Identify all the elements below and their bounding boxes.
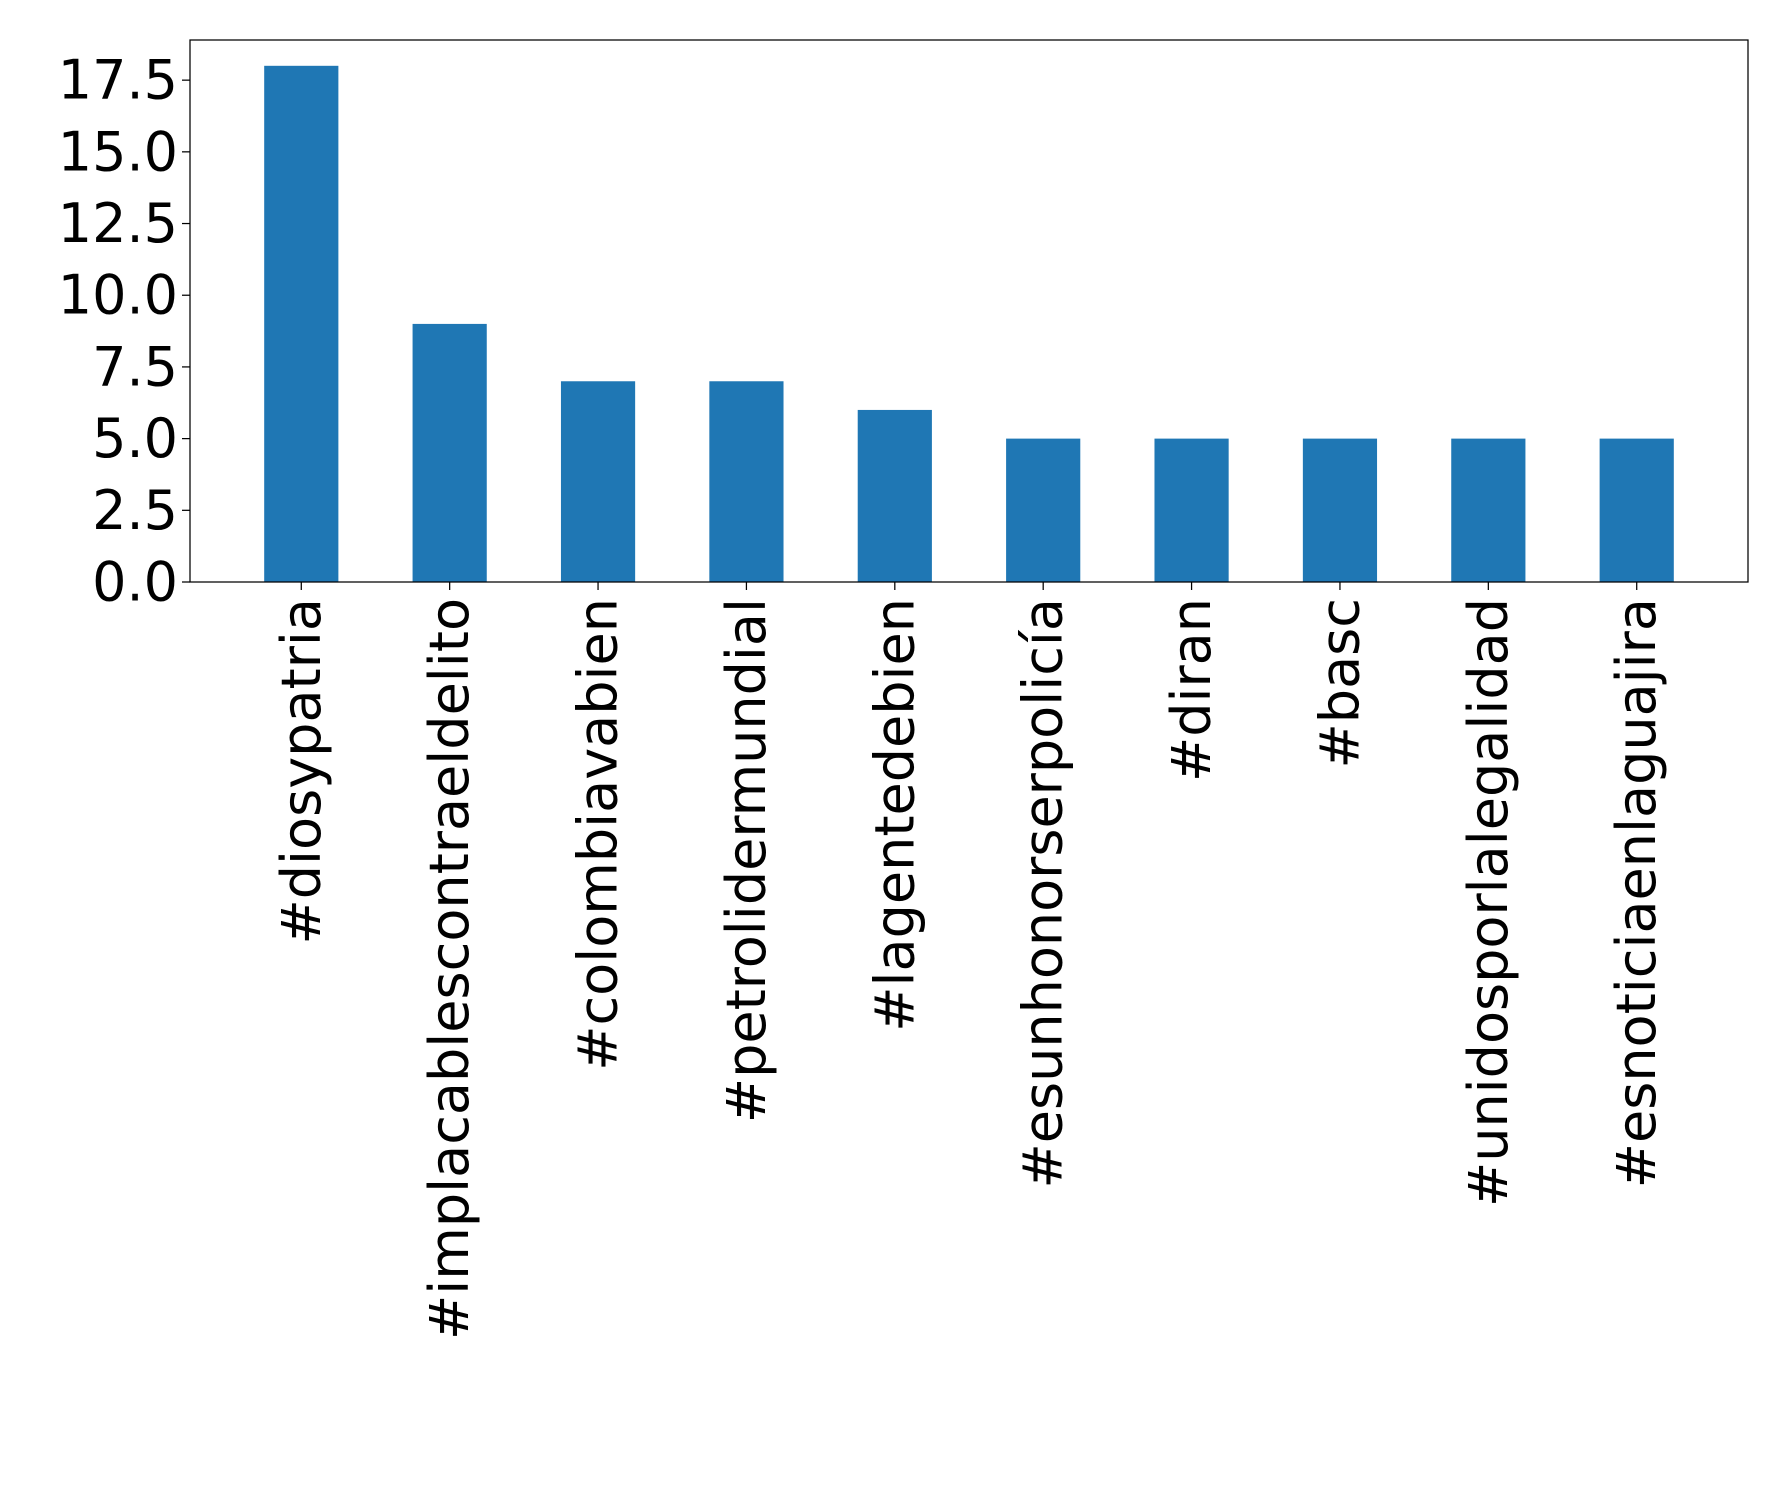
bar-3 [560,381,636,582]
y-tick-label: 10.0 [58,264,178,327]
bar-1 [264,65,339,583]
x-tick-label: #esunhonorserpolicía [1012,598,1075,1188]
bar-4 [709,381,784,582]
bars-group [264,65,1674,583]
y-tick-label: 5.0 [92,407,178,470]
bar-8 [1302,438,1378,582]
bar-5 [857,409,932,582]
y-tick-label: 15.0 [58,120,178,183]
plot-frame [189,39,1749,583]
bar-7 [1154,438,1229,582]
y-tick-label: 7.5 [92,335,178,398]
x-tick-label: #lagentedebien [863,598,926,1032]
y-tick-label: 12.5 [58,192,178,255]
x-tick-label: #basc [1308,598,1371,768]
x-tick-label: #colombiavabien [567,598,630,1071]
x-tick-label: #diosypatria [270,598,333,945]
bar-2 [412,323,487,582]
y-tick-label: 0.0 [92,551,178,614]
x-axis: #diosypatria #implacablescontraeldelito #c… [270,582,1668,1340]
x-tick-label: #implacablescontraeldelito [418,598,481,1340]
x-tick-label: #esnoticiaenlaguajira [1605,598,1668,1188]
x-tick-label: #unidosporlalegalidad [1457,598,1520,1207]
bar-6 [1006,438,1081,582]
x-tick-label: #diran [1160,598,1223,782]
bar-9 [1451,438,1526,582]
y-axis: 0.0 2.5 5.0 7.5 10.0 12.5 15.0 17.5 [58,49,190,614]
y-tick-label: 17.5 [58,49,178,112]
x-tick-label: #petrolidermundial [715,598,778,1123]
y-tick-label: 2.5 [92,479,178,542]
bar-10 [1599,438,1674,582]
